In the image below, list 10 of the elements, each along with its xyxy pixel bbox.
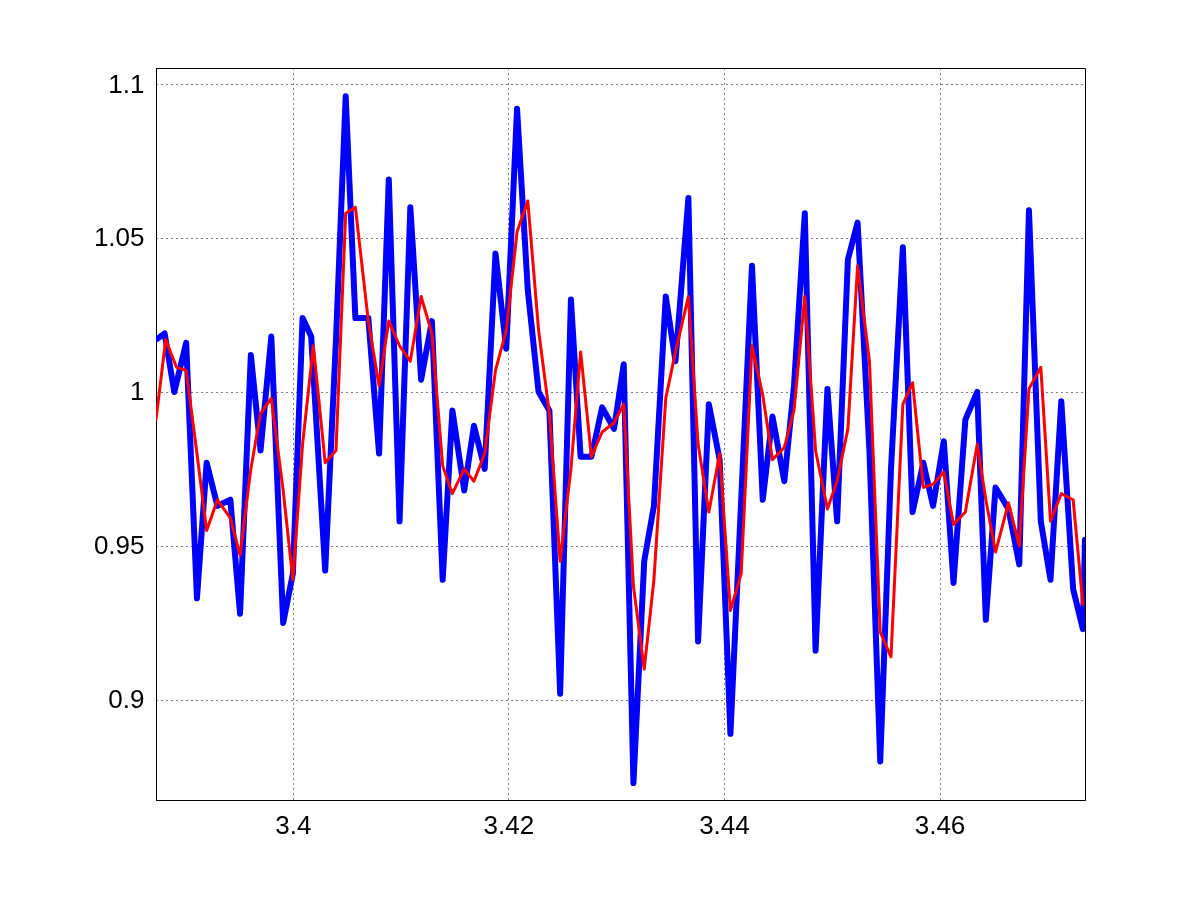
line-series [156, 199, 1085, 671]
y-tick-label: 1 [130, 376, 145, 407]
x-tick-label: 3.42 [483, 809, 535, 840]
y-tick-label: 1.1 [108, 68, 145, 99]
y-tick-label: 1.05 [93, 222, 145, 253]
y-tick-label: 0.9 [108, 684, 145, 715]
y-tick-label: 0.95 [93, 530, 145, 561]
x-tick-label: 3.44 [699, 809, 750, 840]
x-tick-label: 3.4 [275, 809, 312, 840]
x-tick-label: 3.46 [914, 809, 966, 840]
